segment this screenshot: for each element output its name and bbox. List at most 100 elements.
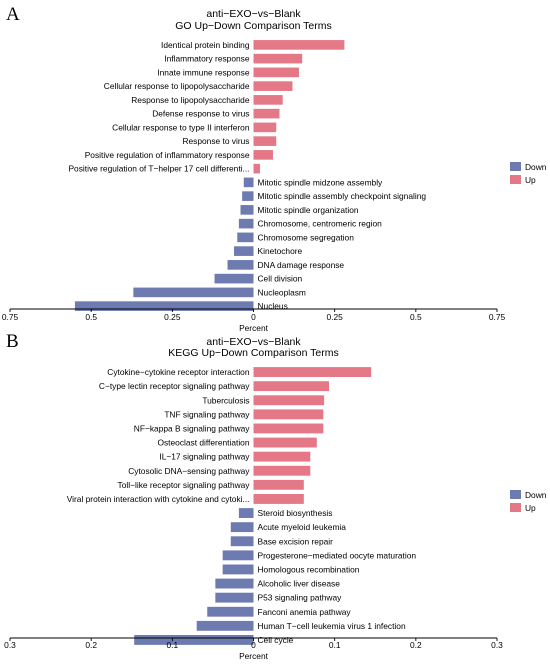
panel-a-x-tick-label-1: 0.5 [85,312,97,322]
panel-a-bar-up-6 [253,122,277,133]
panel-a-label-down-6: DNA damage response [258,260,345,270]
panel-a-x-tick-label-5: 0.5 [410,312,422,322]
panel-a-label-down-4: Chromosome segregation [258,232,355,242]
panel-b-legend-swatch-down [510,490,521,499]
panel-b-x-tick-label-0: 0.3 [4,640,16,650]
panel-b-label-down-5: Alcoholic liver disease [258,579,341,589]
panel-b-bar-up-0 [253,367,372,377]
panel-b-x-axis-label: Percent [239,651,269,661]
panel-b-bar-down-9 [134,635,254,645]
panel-b-x-tick-label-5: 0.2 [410,640,422,650]
panel-b-bar-down-5 [215,578,254,589]
panel-a-bar-down-0 [243,177,254,188]
panel-a-x-tick-label-0: 0.75 [2,312,19,322]
panel-b-label-up-1: C−type lectin receptor signaling pathway [99,381,250,391]
panel-b-bar-up-9 [253,494,304,504]
panel-b-label-up-6: IL−17 signaling pathway [159,452,250,462]
panel-b-letter: B [6,331,19,352]
panel-a-bar-up-3 [253,81,293,91]
panel-a-label-up-4: Response to lipopolysaccharide [131,95,250,105]
panel-b-bar-up-7 [253,465,311,476]
panel-b-bar-up-8 [253,479,304,490]
panel-b-bar-down-3 [222,550,254,561]
panel-b-bar-down-7 [207,606,254,617]
panel-b-x-tick-label-1: 0.2 [85,640,97,650]
panel-a-label-down-1: Mitotic spindle assembly checkpoint sign… [258,191,427,201]
panel-a-bar-up-5 [253,108,280,119]
panel-b-bar-up-4 [253,423,324,434]
panel-b-bar-up-1 [253,381,329,392]
panel-b-bar-up-3 [253,409,324,420]
panel-a-label-up-6: Cellular response to type II interferon [112,122,250,132]
panel-a-letter: A [6,4,20,25]
panel-a-bar-up-2 [253,67,299,78]
panel-b-label-down-2: Base excision repair [258,536,334,546]
panel-a-label-up-9: Positive regulation of T−helper 17 cell … [68,164,249,174]
panel-a-legend-label-down: Down [525,162,547,172]
panel-a-bar-down-1 [242,191,254,201]
panel-b-label-up-0: Cytokine−cytokine receptor interaction [107,367,250,377]
panel-a-x-tick-label-4: 0.25 [327,312,344,322]
panel-a-label-up-1: Inflammatory response [164,54,250,64]
panel-a-label-up-7: Response to virus [182,136,249,146]
panel-b-label-down-7: Fanconi anemia pathway [258,607,352,617]
panel-b-label-up-5: Osteoclast differentiation [157,438,249,448]
panel-a-bar-up-1 [253,53,303,64]
panel-a-label-down-8: Nucleoplasm [258,287,306,297]
panel-a-bar-down-2 [240,205,254,215]
panel-a-label-down-0: Mitotic spindle midzone assembly [258,177,384,187]
panel-a-label-down-9: Nucleus [258,301,288,311]
panel-b-x-tick-label-4: 0.1 [329,640,341,650]
panel-b-subtitle: KEGG Up−Down Comparison Terms [168,347,339,359]
panel-a-bar-down-4 [237,232,254,243]
panel-a-bar-down-3 [238,218,254,229]
panel-a-subtitle: GO Up−Down Comparison Terms [175,20,332,32]
panel-b-legend-label-down: Down [525,490,547,500]
panel-a-legend-label-up: Up [525,175,536,185]
panel-a-label-down-7: Cell division [258,274,303,284]
panel-a-x-axis-label: Percent [239,323,269,333]
panel-b-label-up-9: Viral protein interaction with cytokine … [67,494,250,504]
panel-a-bar-down-6 [227,260,254,270]
panel-b-label-down-3: Progesterone−mediated oocyte maturation [258,550,417,560]
panel-a-bar-up-8 [253,150,273,160]
panel-a-label-down-3: Chromosome, centromeric region [258,219,383,229]
panel-a-label-up-5: Defense response to virus [152,109,249,119]
panel-b-bar-up-6 [253,451,311,462]
panel-b-title: anti−EXO−vs−Blank [206,336,301,348]
panel-a-x-tick-label-3: 0 [251,312,256,322]
panel-b-x-tick-label-6: 0.3 [491,640,503,650]
panel-a-bar-down-9 [74,301,254,311]
panel-b-bar-down-0 [238,508,254,518]
panel-b-x-tick-label-3: 0 [251,640,256,650]
panel-b-bar-down-6 [215,592,254,603]
panel-a-label-up-8: Positive regulation of inflammatory resp… [85,150,250,160]
panel-b-legend-swatch-up [510,503,521,512]
panel-b-bar-down-4 [222,564,254,575]
panel-a-label-up-2: Innate immune response [157,67,250,77]
panel-a-bar-up-9 [253,163,260,174]
panel-b-label-up-3: TNF signaling pathway [164,409,250,419]
panel-b-label-up-4: NF−kappa B signaling pathway [134,423,251,433]
panel-b-label-down-4: Homologous recombination [258,564,360,574]
panel-b-bar-down-2 [230,536,254,547]
panel-b-label-up-8: Toll−like receptor signaling pathway [118,480,251,490]
panel-b-label-down-9: Cell cycle [258,635,294,645]
panel-b-label-down-8: Human T−cell leukemia virus 1 infection [258,621,406,631]
panel-a-bar-up-7 [253,136,277,146]
panel-b-x-tick-label-2: 0.1 [167,640,179,650]
panel-a-bar-down-8 [133,287,254,298]
panel-a-label-down-2: Mitotic spindle organization [258,205,359,215]
panel-b-label-down-6: P53 signaling pathway [258,593,343,603]
panel-b-label-down-0: Steroid biosynthesis [258,508,333,518]
panel-a-legend-swatch-down [510,162,521,171]
panel-b-legend-label-up: Up [525,503,536,513]
panel-b-bar-up-2 [253,395,325,406]
panel-a-bar-down-5 [234,246,254,256]
panel-b-bar-down-8 [196,620,254,631]
panel-b-label-up-2: Tuberculosis [202,395,249,405]
panel-a-label-down-5: Kinetochore [258,246,303,256]
panel-b-bar-down-1 [230,522,254,533]
panel-b-bar-up-5 [253,437,317,448]
